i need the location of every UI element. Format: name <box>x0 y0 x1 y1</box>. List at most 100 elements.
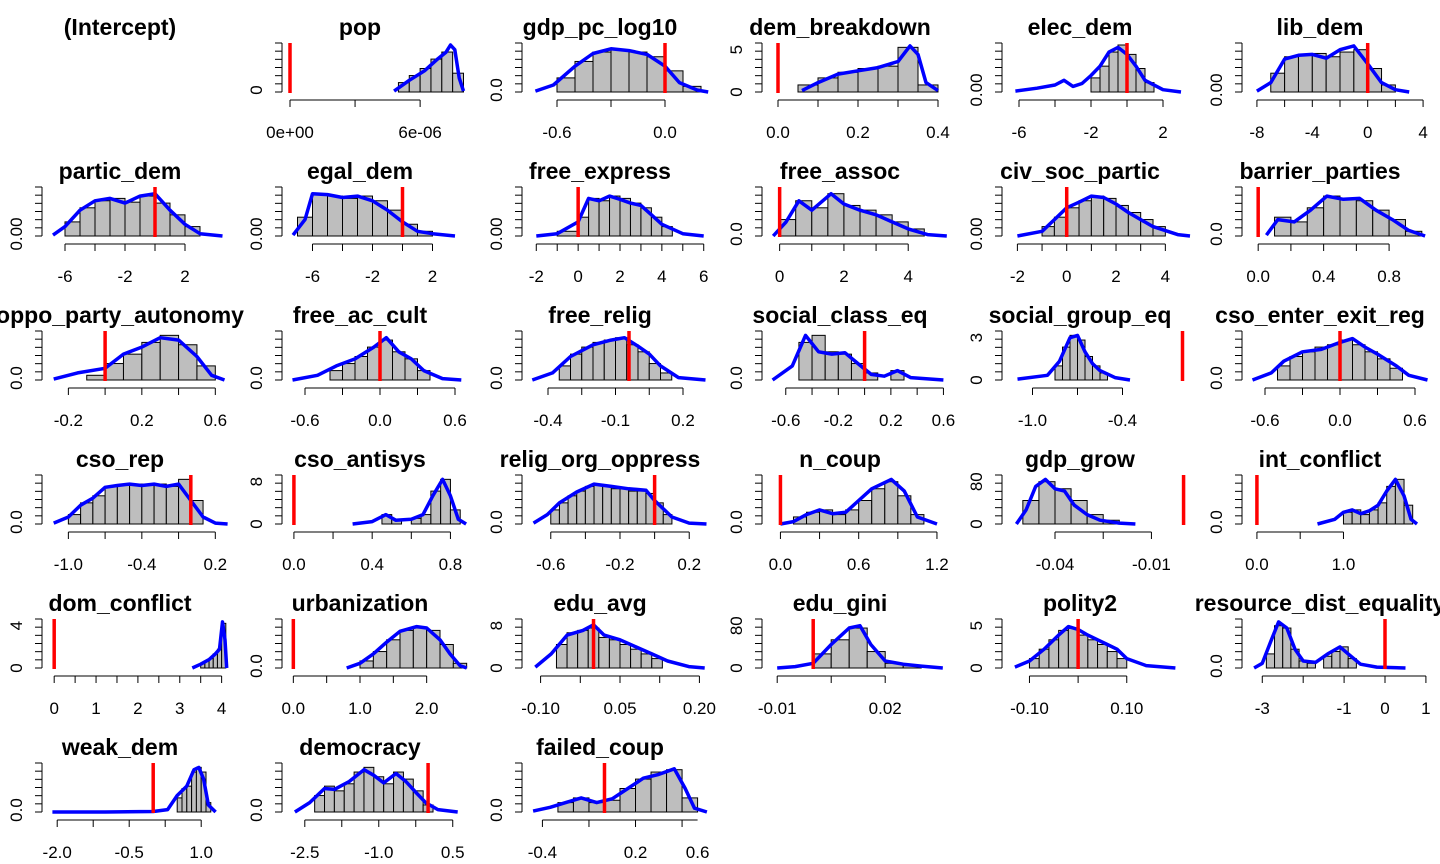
histogram-bar <box>333 790 345 813</box>
y-tick-label: 0.00 <box>487 217 506 250</box>
histogram-bar <box>628 51 648 93</box>
histogram-bar <box>637 351 650 381</box>
histogram-bar <box>1302 351 1316 381</box>
panel-title: dem_breakdown <box>749 14 931 40</box>
panel-title: social_group_eq <box>989 302 1172 328</box>
histogram-bar <box>811 207 829 237</box>
y-tick-label: 0 <box>967 519 986 528</box>
x-tick-label: -8 <box>1249 123 1264 142</box>
histogram-bar <box>584 485 595 525</box>
histogram-bar <box>139 195 156 237</box>
x-tick-label: -0.01 <box>758 699 797 718</box>
density-curve <box>1017 333 1131 382</box>
x-tick-label: 0.0 <box>653 123 677 142</box>
histogram-bar <box>441 51 454 93</box>
x-tick-label: 0.0 <box>766 123 790 142</box>
histogram-bar <box>367 346 381 381</box>
x-tick-label: -2 <box>1010 267 1025 286</box>
histogram-bar <box>832 514 847 525</box>
histogram-bar <box>1078 200 1092 237</box>
x-tick-label: 0.0 <box>1246 267 1270 286</box>
x-tick-label: -1 <box>1337 699 1352 718</box>
histogram-bar <box>327 195 343 237</box>
x-tick-label: -1.0 <box>364 843 393 862</box>
panel-title: edu_avg <box>553 590 646 616</box>
x-tick-label: 0.2 <box>677 555 701 574</box>
histogram-bar <box>1297 53 1313 93</box>
histogram-bar <box>592 341 605 381</box>
histogram-bar <box>1108 51 1119 93</box>
histogram-bar <box>379 339 393 381</box>
panel-dom-conflict: dom_conflict 0 1 2 3 4 0 4 <box>7 590 229 718</box>
x-tick-label: 0.0 <box>368 411 392 430</box>
y-tick-label: 80 <box>967 472 986 491</box>
histogram-bar <box>129 483 143 525</box>
histogram-bar <box>1323 655 1333 669</box>
histogram-bar <box>1290 221 1308 237</box>
density-curve <box>1251 336 1428 382</box>
panel-title: gdp_pc_log10 <box>523 14 678 40</box>
y-tick-label: 0.0 <box>247 798 266 822</box>
x-tick-label: 1.0 <box>348 699 372 718</box>
panel-title: urbanization <box>292 590 429 616</box>
x-tick-label: 2 <box>180 267 189 286</box>
x-tick-label: -2 <box>1083 123 1098 142</box>
x-tick-label: 2 <box>839 267 848 286</box>
histogram-bar <box>630 648 642 669</box>
density-curve <box>291 191 456 238</box>
histogram-bar <box>897 46 919 93</box>
density-curve <box>53 482 228 526</box>
y-tick-label: 0 <box>727 87 746 96</box>
panel-title: free_ac_cult <box>293 302 428 328</box>
histogram-bar <box>628 490 638 525</box>
x-tick-label: 0.6 <box>686 843 710 862</box>
histogram-bar <box>186 785 193 813</box>
histogram-bar <box>897 495 912 525</box>
x-tick-label: 0 <box>1363 123 1372 142</box>
panel-resource-dist-equality: resource_dist_equality -3 -1 0 1 0.0 <box>1195 590 1440 718</box>
panel-civ-soc-partic: civ_soc_partic -2 0 2 4 0.00 <box>967 158 1191 286</box>
y-tick-label: 80 <box>727 616 746 635</box>
density-curve <box>1014 477 1136 526</box>
density-curve <box>293 767 458 814</box>
histogram-bar <box>877 65 899 93</box>
y-tick-label: 8 <box>487 621 506 630</box>
histogram-bar <box>1116 658 1128 669</box>
x-tick-label: 1.0 <box>189 843 213 862</box>
histogram-bar <box>343 783 355 813</box>
x-tick-label: -0.5 <box>115 843 144 862</box>
histogram-bar <box>1331 651 1341 669</box>
histogram-bar <box>94 200 111 237</box>
histogram-bar <box>153 483 167 525</box>
density-curve <box>1017 194 1191 238</box>
y-tick-label: 0.00 <box>247 217 266 250</box>
density-curve <box>534 623 705 670</box>
x-tick-label: 0 <box>1380 699 1389 718</box>
y-tick-label: 0.00 <box>967 73 986 106</box>
x-tick-label: 6e-06 <box>398 123 441 142</box>
panel-democracy: democracy -2.5 -1.0 0.5 0.0 <box>247 734 465 862</box>
x-tick-label: -2.0 <box>43 843 72 862</box>
x-tick-label: -0.10 <box>521 699 560 718</box>
y-tick-label: 0.0 <box>1207 222 1226 246</box>
histogram-bar <box>610 49 630 93</box>
panel-title: cso_antisys <box>294 446 426 472</box>
panel-oppo-party-autonomy: oppo_party_autonomy -0.2 0.2 0.6 0.0 <box>0 302 244 430</box>
panel-title: (Intercept) <box>64 14 176 40</box>
density-curve <box>771 333 944 382</box>
panel-pop: pop 0e+00 6e-06 0 <box>247 14 466 142</box>
panel-title: int_conflict <box>1259 446 1382 472</box>
x-tick-label: 4 <box>1161 267 1170 286</box>
panel-free-express: free_express -2 0 2 4 6 0.00 <box>487 158 708 286</box>
x-tick-label: -0.4 <box>528 843 557 862</box>
density-curve <box>292 335 462 382</box>
x-tick-label: -0.6 <box>536 555 565 574</box>
histogram-bar <box>602 485 612 525</box>
y-tick-label: 0.00 <box>967 217 986 250</box>
panel-title: egal_dem <box>307 158 413 184</box>
panel-n-coup: n_coup 0.0 0.6 1.2 0.0 <box>727 446 949 574</box>
density-curve <box>52 765 217 814</box>
y-tick-label: 0.0 <box>727 222 746 246</box>
x-tick-label: 2 <box>1111 267 1120 286</box>
histogram-bar <box>610 488 621 525</box>
